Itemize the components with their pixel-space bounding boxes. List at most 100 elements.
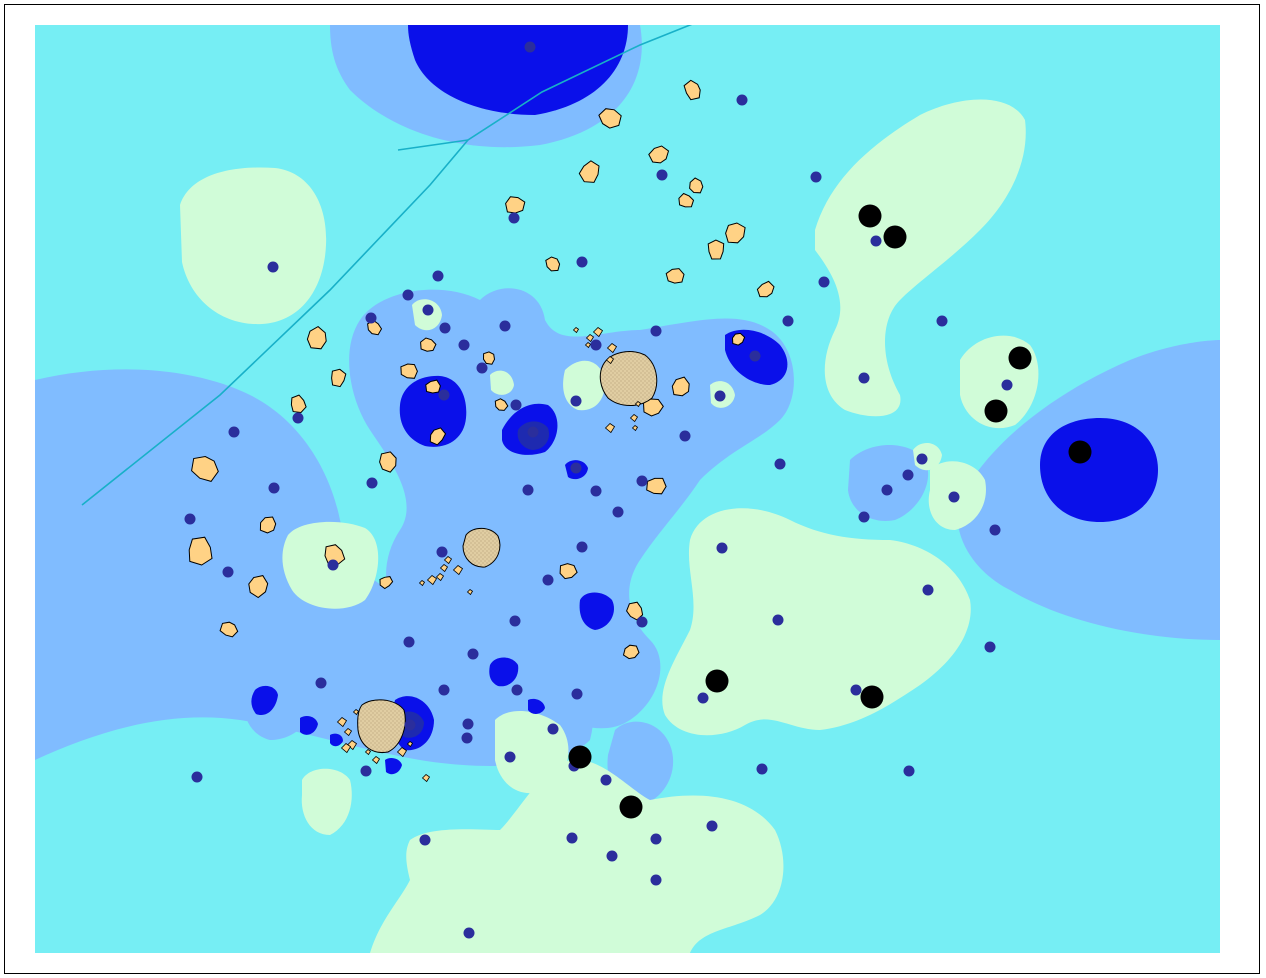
dark-zones [251,25,1158,775]
sample-point [439,322,451,334]
sample-point [267,261,279,273]
sample-point [463,927,475,939]
fragment-feature [606,342,618,354]
sample-point [570,395,582,407]
fragment-feature [584,341,592,349]
yellow-feature [331,368,347,388]
fragment-feature [336,716,348,728]
sample-point [650,874,662,886]
line-feature-branch [397,139,469,151]
sample-point [810,171,822,183]
sample-point [576,256,588,268]
sample-point [292,412,304,424]
large-marker [1008,346,1032,370]
yellow-feature [545,256,561,272]
sample-point [527,426,539,438]
yellow-feature [707,239,725,260]
sample-point [756,763,768,775]
sample-point [509,615,521,627]
yellow-feature [598,108,622,129]
sample-point [366,477,378,489]
yellow-feature [505,196,526,214]
fragment-feature [439,563,449,573]
sample-point [749,350,761,362]
fragment-feature [585,333,595,343]
sample-point [697,692,709,704]
sample-point [462,718,474,730]
sample-point [858,372,870,384]
sample-point [989,524,1001,536]
sample-point [870,235,882,247]
fragment-feature [604,422,616,434]
sample-point [508,212,520,224]
sample-point [510,399,522,411]
yellow-feature [379,451,397,473]
sample-point [782,315,794,327]
line-feature [81,25,693,506]
fragment-feature [406,740,414,748]
sample-point [566,832,578,844]
large-markers [568,204,1092,819]
fragment-feature [426,574,438,586]
large-marker [858,204,882,228]
sample-point [476,362,488,374]
yellow-feature [248,575,269,599]
sample-point [881,484,893,496]
large-marker [705,669,729,693]
fragment-feature [421,773,431,783]
sample-point [636,475,648,487]
sample-point [679,430,691,442]
sample-point [191,771,203,783]
yellow-feature [683,79,701,101]
sample-point [419,834,431,846]
sample-point [636,616,648,628]
fragment-feature [418,579,426,587]
sample-point [522,484,534,496]
yellow-feature [324,544,346,566]
large-marker [568,745,592,769]
sample-point [404,719,416,731]
yellow-feature [648,145,670,164]
fragment-feature [371,755,381,765]
sample-point [511,684,523,696]
sample-point [461,732,473,744]
sample-point [222,566,234,578]
sample-point [403,636,415,648]
sample-point [772,614,784,626]
sample-point [467,648,479,660]
fragment-feature [343,727,353,737]
sample-point [858,511,870,523]
fragment-feature [352,708,360,716]
sample-point [432,270,444,282]
yellow-feature [429,427,447,446]
sample-point [422,304,434,316]
sample-point [714,390,726,402]
fragment-feature [634,400,642,408]
fragment-feature [346,739,358,751]
fragment-feature [340,742,352,754]
sample-point [547,723,559,735]
yellow-feature [400,363,418,379]
fragment-feature [364,748,372,756]
sample-point [706,820,718,832]
yellow-feature [578,160,600,183]
sample-point [850,684,862,696]
fragment-feature [629,413,639,423]
sample-point [818,276,830,288]
large-marker [860,685,884,709]
fragment-feature [605,355,615,365]
sample-point [902,469,914,481]
yellow-feature [725,222,746,244]
sample-point [315,677,327,689]
tan-feature [599,351,658,406]
sample-point [600,774,612,786]
large-marker [619,795,643,819]
large-marker [984,399,1008,423]
yellow-feature [678,192,695,208]
sample-point [612,506,624,518]
yellow-feature [665,268,685,284]
fragment-features [336,326,642,783]
yellow-feature [219,621,239,638]
yellow-feature [689,177,704,194]
sample-point [184,513,196,525]
